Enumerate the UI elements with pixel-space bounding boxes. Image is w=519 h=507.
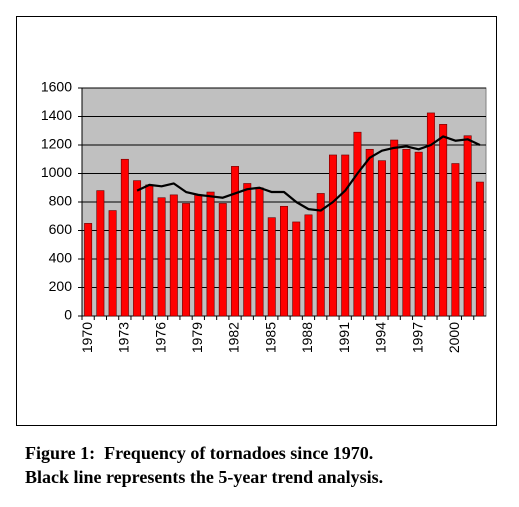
- bar: [255, 187, 264, 317]
- x-tick-label: 1985: [262, 322, 278, 353]
- bar: [145, 184, 154, 317]
- y-tick-label: 1400: [41, 107, 72, 123]
- bar: [108, 210, 117, 317]
- x-tick-label: 1970: [79, 322, 95, 353]
- bar: [451, 163, 460, 317]
- bar: [133, 180, 142, 317]
- y-tick-label: 1200: [41, 136, 72, 152]
- bar: [439, 124, 448, 317]
- bar: [231, 166, 240, 317]
- bar: [377, 160, 386, 317]
- bar: [267, 217, 276, 317]
- caption-line: Figure 1: Frequency of tornadoes since 1…: [25, 443, 373, 463]
- bar: [96, 190, 105, 317]
- bar: [426, 112, 435, 317]
- x-tick-label: 1973: [116, 322, 132, 353]
- bar: [280, 205, 288, 317]
- x-tick-label: 1994: [373, 322, 389, 353]
- bar: [353, 131, 362, 317]
- caption-line: Black line represents the 5-year trend a…: [25, 467, 383, 487]
- y-tick-label: 600: [49, 221, 73, 237]
- bar: [194, 194, 203, 317]
- bar: [84, 223, 93, 317]
- bar: [402, 148, 411, 317]
- y-tick-label: 200: [49, 278, 73, 294]
- y-tick-label: 1000: [41, 164, 72, 180]
- bar: [390, 139, 399, 317]
- trend-line: [136, 135, 481, 212]
- y-tick-label: 1600: [41, 79, 72, 95]
- x-tick-label: 1979: [189, 322, 205, 353]
- x-tick-label: 1976: [152, 322, 168, 353]
- y-tick-label: 400: [49, 250, 73, 266]
- x-tick-label: 1988: [299, 322, 315, 353]
- bar: [341, 154, 350, 317]
- bar: [304, 214, 313, 317]
- x-tick-label: 1997: [409, 322, 425, 353]
- y-tick-label: 800: [49, 193, 73, 209]
- bar: [169, 194, 178, 317]
- y-tick-label: 0: [64, 307, 72, 323]
- bar: [292, 221, 301, 317]
- bar: [218, 203, 227, 317]
- bar: [206, 191, 215, 317]
- bar: [316, 193, 325, 317]
- bar: [243, 183, 252, 317]
- bar: [414, 151, 423, 317]
- bar: [328, 154, 337, 317]
- bar: [463, 135, 472, 317]
- x-tick-label: 1991: [336, 322, 352, 353]
- bar: [120, 158, 129, 317]
- bar: [182, 203, 191, 317]
- bar: [475, 181, 484, 317]
- bar: [365, 148, 374, 317]
- bar: [157, 197, 166, 317]
- x-tick-label: 1982: [226, 322, 242, 353]
- x-tick-label: 2000: [446, 322, 462, 353]
